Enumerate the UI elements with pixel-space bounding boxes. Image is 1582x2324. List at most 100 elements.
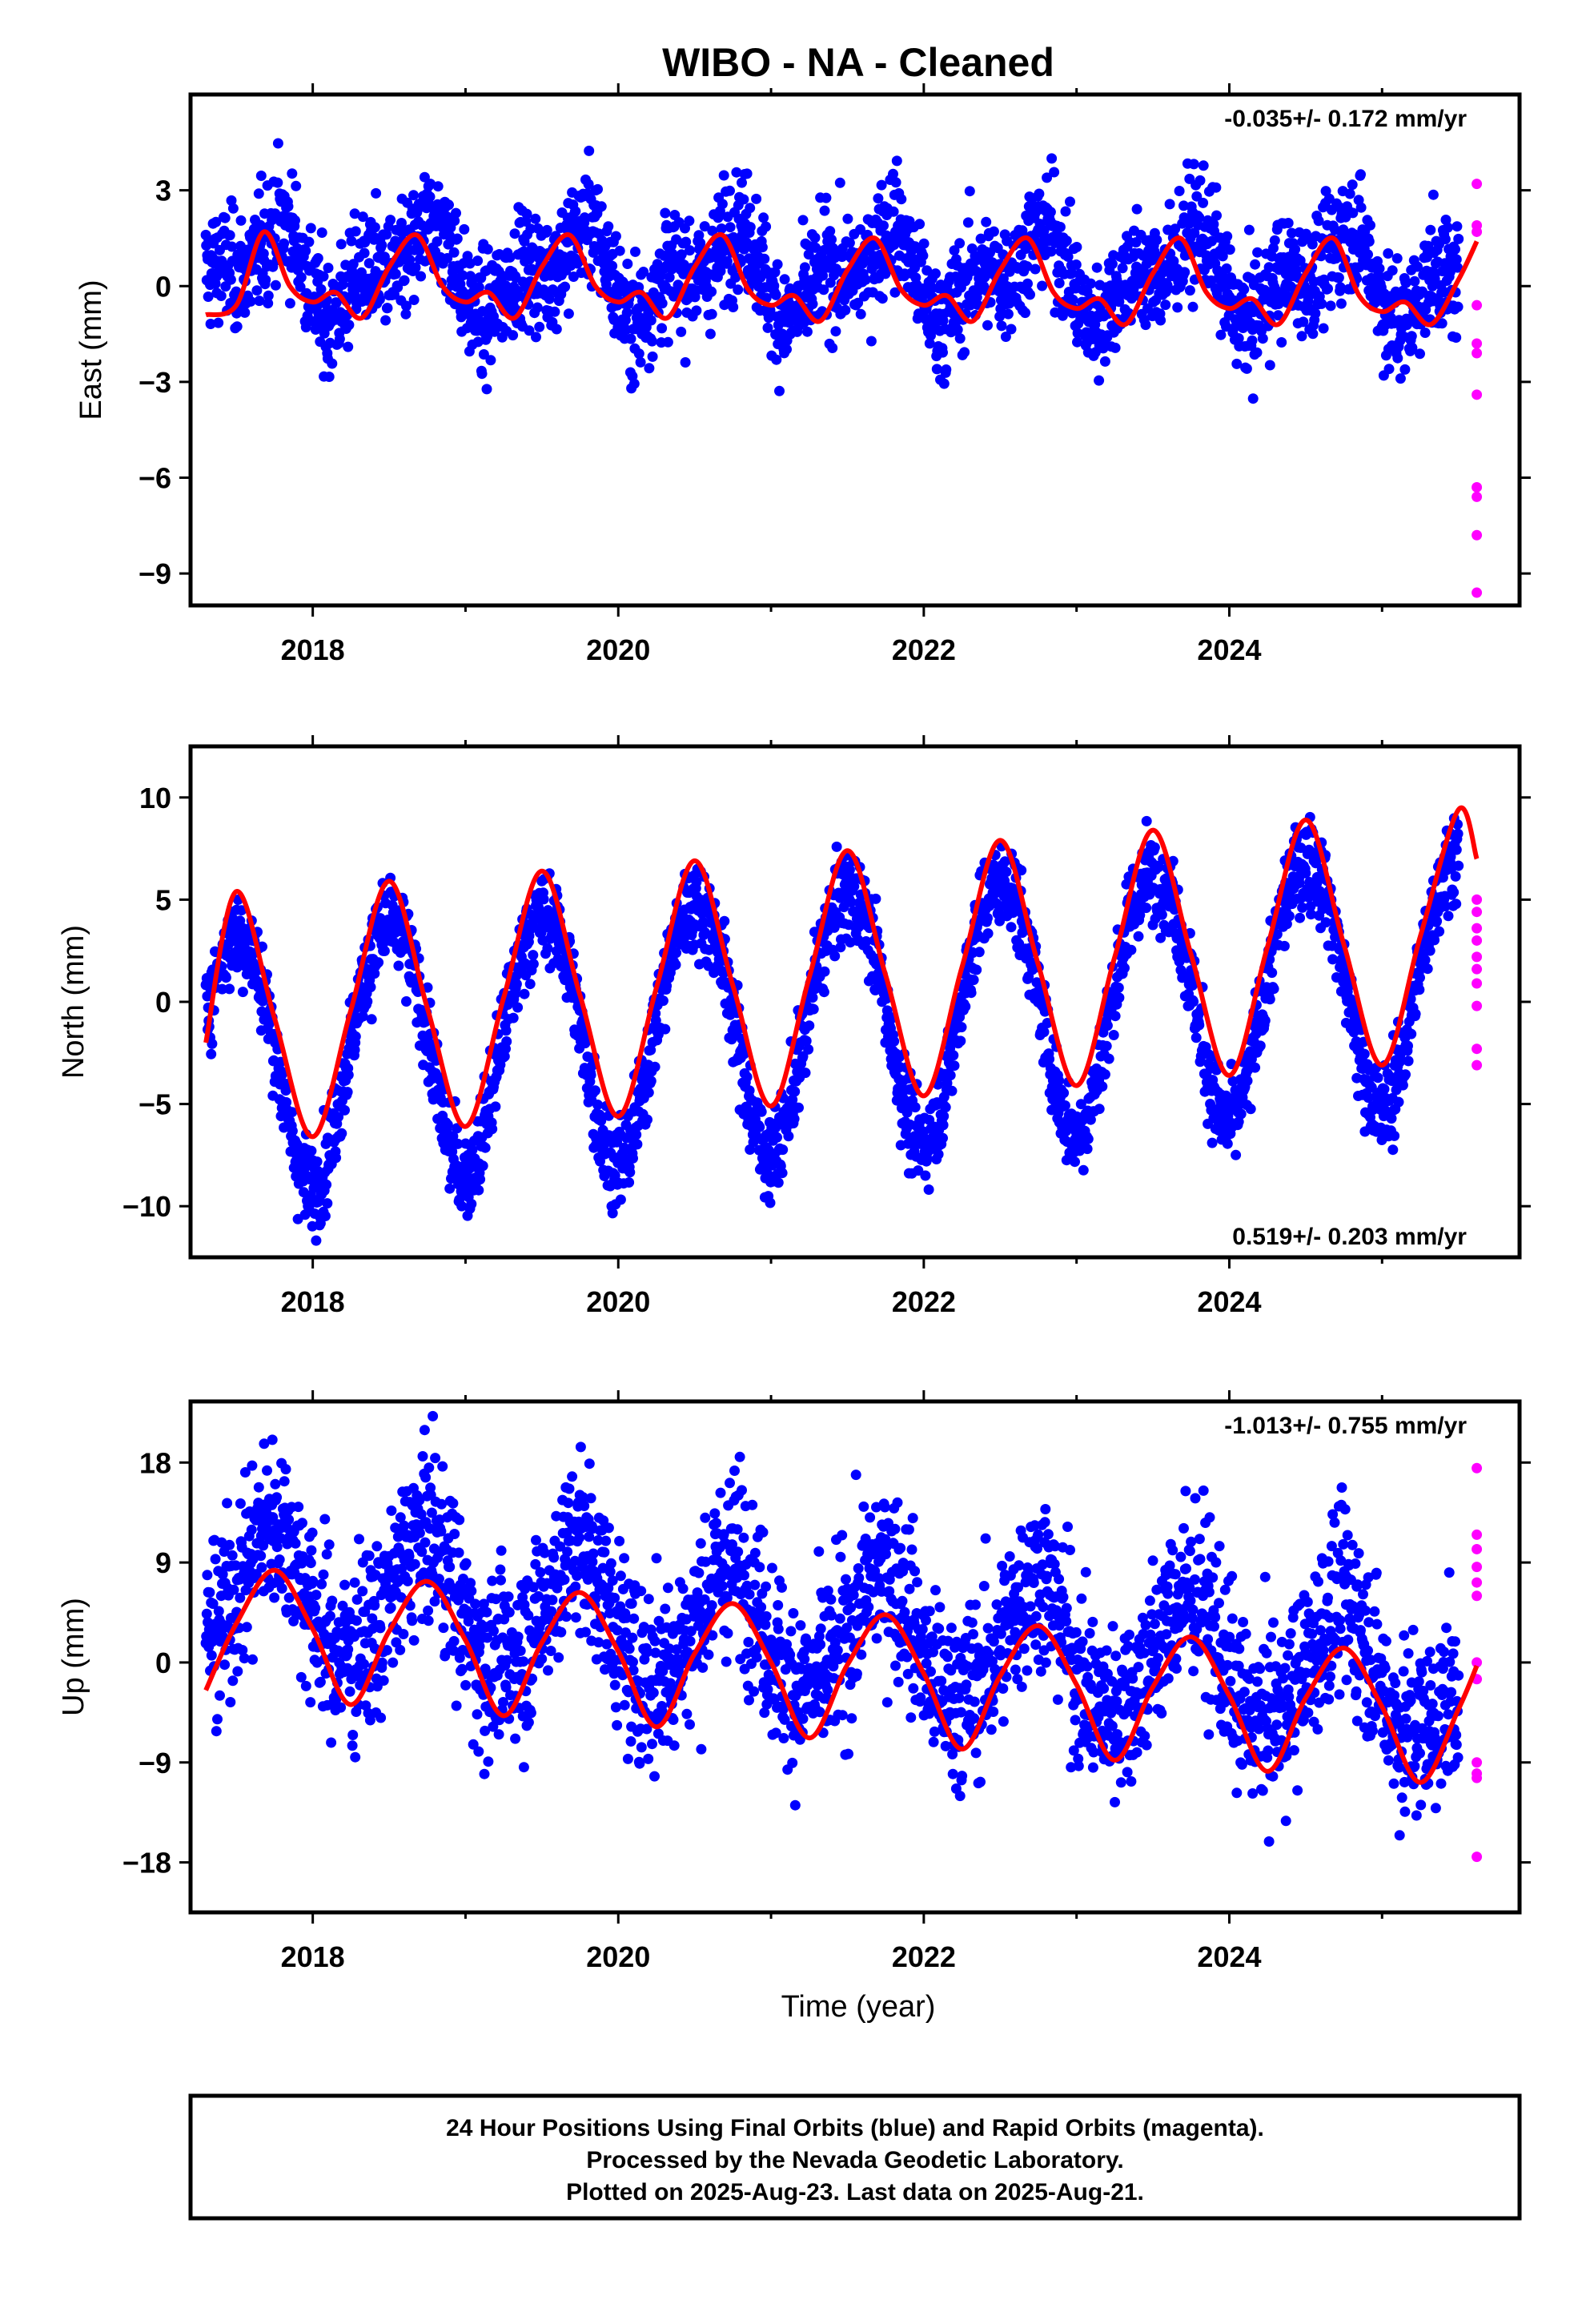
- north-final-point: [365, 982, 376, 993]
- north-final-point: [343, 1069, 354, 1080]
- east-rapid-point: [1472, 338, 1483, 349]
- east-final-point: [825, 226, 836, 237]
- east-final-point: [918, 238, 930, 249]
- north-final-point: [920, 1170, 931, 1181]
- east-final-point: [1106, 259, 1118, 270]
- east-final-point: [731, 167, 742, 178]
- east-final-point: [1233, 333, 1244, 344]
- north-final-point: [442, 1120, 453, 1130]
- north-final-point: [1102, 1020, 1113, 1031]
- north-final-point: [645, 1044, 656, 1055]
- east-final-point: [938, 347, 948, 358]
- north-final-point: [777, 1168, 788, 1179]
- north-final-point: [475, 1174, 486, 1185]
- north-final-point: [466, 1198, 477, 1209]
- east-final-point: [1067, 294, 1078, 305]
- north-final-point: [982, 928, 994, 939]
- east-final-point: [1283, 218, 1294, 228]
- north-final-point: [1038, 1027, 1050, 1038]
- east-x-tick-label: 2024: [1197, 633, 1261, 666]
- east-final-point: [1071, 242, 1082, 252]
- north-final-point: [946, 1085, 958, 1096]
- north-final-point: [1231, 1149, 1242, 1160]
- east-final-point: [1391, 253, 1403, 264]
- north-final-point: [1155, 932, 1166, 943]
- east-final-point: [532, 302, 543, 313]
- north-final-point: [818, 987, 829, 998]
- east-final-point: [315, 283, 327, 295]
- east-final-point: [877, 293, 888, 304]
- east-final-point: [363, 258, 375, 269]
- east-final-point: [1022, 261, 1033, 272]
- east-final-point: [803, 249, 814, 260]
- east-rate-label: -0.035+/- 0.172 mm/yr: [1224, 106, 1467, 132]
- north-final-point: [331, 1152, 342, 1164]
- north-final-point: [366, 1014, 377, 1025]
- north-final-point: [889, 1035, 900, 1047]
- east-final-point: [349, 208, 360, 219]
- north-final-point: [306, 1145, 317, 1156]
- east-final-point: [359, 237, 371, 248]
- north-final-point: [490, 1101, 501, 1112]
- east-final-point: [840, 304, 851, 316]
- north-final-point: [1226, 1059, 1237, 1070]
- north-final-point: [1097, 1081, 1108, 1092]
- east-final-point: [541, 224, 552, 235]
- north-final-point: [1320, 917, 1331, 928]
- east-final-point: [300, 322, 311, 333]
- east-final-point: [717, 199, 728, 210]
- east-final-point: [941, 364, 952, 375]
- figure-title: WIBO - NA - Cleaned: [662, 40, 1054, 85]
- east-final-point: [681, 236, 692, 247]
- north-final-point: [945, 1070, 956, 1081]
- east-final-point: [638, 267, 649, 277]
- east-x-tick-label: 2018: [281, 633, 345, 666]
- east-final-point: [930, 268, 941, 279]
- north-final-point: [585, 1069, 596, 1080]
- east-final-point: [737, 177, 747, 188]
- east-final-point: [272, 138, 283, 149]
- east-final-point: [457, 270, 468, 281]
- north-final-point: [1300, 867, 1311, 879]
- north-final-point: [624, 1177, 635, 1188]
- east-final-point: [1273, 310, 1283, 321]
- east-final-point: [635, 356, 646, 368]
- north-final-point: [473, 1184, 484, 1196]
- north-final-point: [1149, 842, 1160, 853]
- east-final-point: [1257, 333, 1268, 344]
- east-final-point: [1347, 179, 1358, 191]
- east-final-point: [1025, 289, 1035, 300]
- east-final-point: [758, 212, 769, 223]
- north-final-point: [642, 1114, 652, 1125]
- east-final-point: [770, 289, 781, 300]
- east-final-point: [821, 192, 832, 203]
- north-final-point: [1306, 909, 1316, 920]
- east-final-point: [1453, 233, 1464, 244]
- east-final-point: [1221, 263, 1232, 274]
- east-final-point: [400, 308, 412, 320]
- east-final-point: [771, 354, 782, 365]
- east-final-point: [392, 282, 404, 293]
- east-final-point: [323, 263, 334, 273]
- east-final-point: [1017, 225, 1028, 236]
- east-final-point: [584, 145, 595, 156]
- east-final-point: [931, 364, 942, 375]
- north-final-point: [940, 1102, 951, 1113]
- east-final-point: [1066, 267, 1078, 279]
- east-final-point: [730, 271, 741, 283]
- east-final-point: [357, 211, 368, 223]
- east-final-point: [1291, 264, 1302, 275]
- east-final-point: [239, 307, 251, 318]
- east-final-point: [1140, 320, 1151, 331]
- east-final-point: [544, 293, 555, 304]
- east-final-point: [1387, 265, 1398, 276]
- east-final-point: [1054, 278, 1065, 288]
- east-final-point: [1155, 315, 1166, 326]
- east-final-point: [1333, 272, 1344, 283]
- east-final-point: [1269, 235, 1280, 246]
- east-final-point: [1065, 196, 1075, 207]
- north-final-point: [1295, 842, 1307, 854]
- east-final-point: [745, 203, 756, 214]
- east-final-point: [1436, 318, 1447, 329]
- east-final-point: [347, 259, 359, 270]
